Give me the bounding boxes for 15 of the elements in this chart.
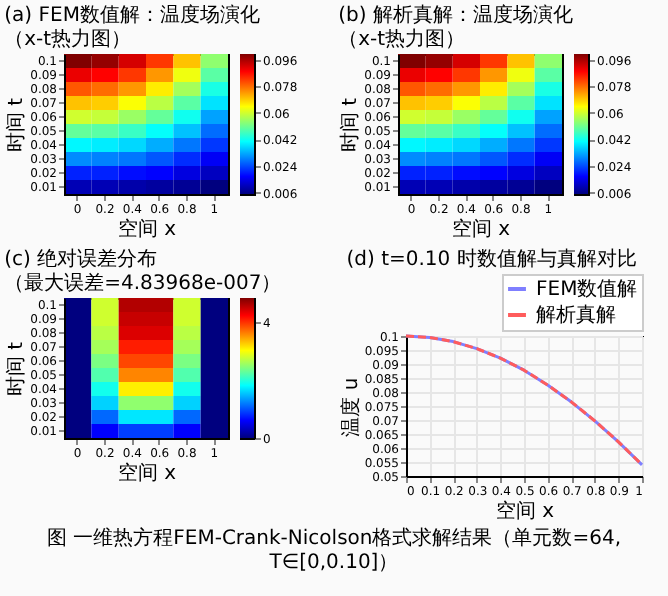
chart-title: (c) 绝对误差分布（最大误差=4.83968e-007） bbox=[4, 247, 282, 295]
y-axis-title: 时间 t bbox=[4, 341, 29, 397]
x-axis-title: 空间 x bbox=[495, 499, 555, 523]
legend-label: 解析真解 bbox=[536, 303, 616, 327]
x-axis-title: 空间 x bbox=[117, 461, 177, 485]
legend-label: FEM数值解 bbox=[536, 279, 638, 301]
chart-title: (a) FEM数值解：温度场演化（x-t热力图） bbox=[4, 2, 260, 51]
chart-title: (d) t=0.10 时数值解与真解对比 bbox=[346, 247, 637, 271]
chart-title: (b) 解析真解：温度场演化（x-t热力图） bbox=[338, 2, 573, 51]
y-axis-title: 温度 u bbox=[338, 377, 363, 437]
y-axis-title: 时间 t bbox=[338, 97, 363, 153]
text: 图 一维热方程FEM-Crank-Nicolson格式求解结果（单元数=64, T∈[0,0.10]） bbox=[44, 528, 624, 576]
x-axis-title: 空间 x bbox=[117, 217, 177, 241]
y-axis-title: 时间 t bbox=[4, 97, 29, 153]
x-axis-title: 空间 x bbox=[451, 217, 511, 241]
